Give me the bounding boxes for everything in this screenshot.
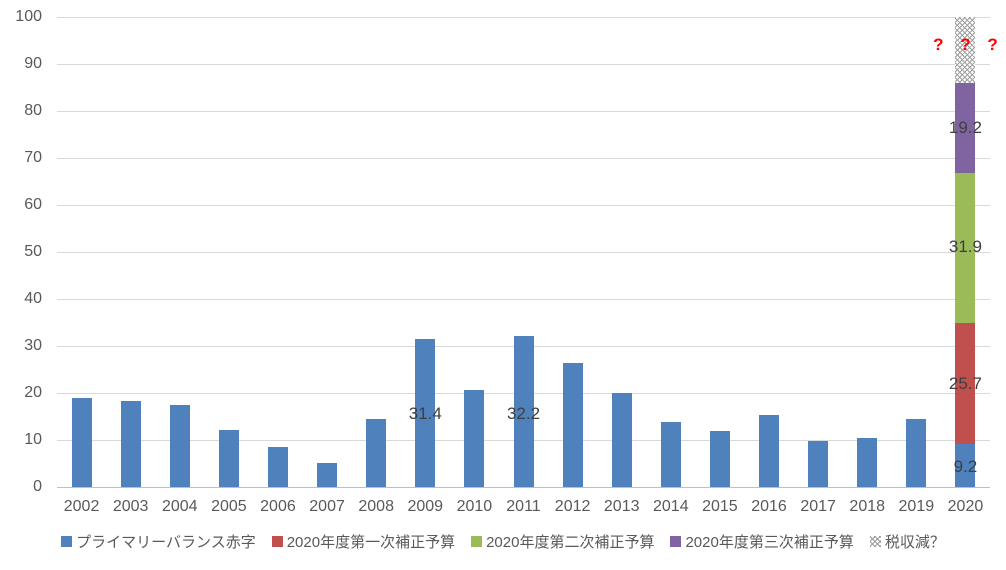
data-label: 32.2: [506, 404, 541, 424]
gridline: [57, 158, 990, 159]
legend-swatch-icon: [271, 536, 283, 547]
data-label: 31.4: [408, 404, 442, 424]
x-axis-label: 2005: [211, 498, 247, 515]
data-label: 19.2: [948, 118, 982, 138]
bar-2015-s0: [709, 430, 730, 487]
y-tick-label: 20: [24, 384, 42, 401]
x-axis-label: 2002: [63, 498, 100, 515]
data-label: 31.9: [948, 237, 982, 257]
x-axis-label: 2018: [849, 498, 886, 515]
y-tick-label: 70: [24, 149, 42, 166]
bar-2016-s0: [759, 415, 780, 487]
bar-2019-s0: [906, 418, 927, 487]
bar-2004-s0: [169, 405, 190, 487]
x-axis-label: 2006: [260, 498, 296, 515]
legend-label: 2020年度第三次補正予算: [685, 534, 854, 551]
x-axis-label: 2004: [161, 498, 198, 515]
gridline: [57, 299, 990, 300]
bar-2010-s0: [464, 390, 485, 487]
bar-2020-s4: [955, 17, 976, 83]
legend-item-1: 2020年度第一次補正予算: [271, 531, 456, 552]
x-axis-label: 2014: [653, 498, 689, 515]
x-axis-label: 2020: [947, 498, 984, 515]
bar-2013-s0: [611, 393, 632, 487]
y-tick-label: 90: [24, 55, 42, 72]
x-axis-label: 2009: [407, 498, 444, 515]
bar-2008-s0: [366, 418, 387, 487]
bar-2012-s0: [562, 363, 583, 487]
x-axis-label: 2011: [506, 498, 541, 515]
x-axis-label: 2007: [309, 498, 345, 515]
gridline: [57, 205, 990, 206]
bar-2007-s0: [317, 462, 338, 487]
bar-2011-s0: [513, 335, 534, 487]
gridline: [57, 111, 990, 112]
legend-swatch-icon: [869, 536, 881, 547]
gridline: [57, 252, 990, 253]
bar-2009-s0: [415, 339, 436, 487]
bar-2018-s0: [857, 437, 878, 487]
x-axis-label: 2010: [456, 498, 493, 515]
y-tick-label: 100: [15, 8, 42, 25]
bar-2003-s0: [120, 401, 141, 487]
legend-swatch-icon: [670, 536, 682, 547]
y-tick-label: 50: [24, 243, 42, 260]
y-tick-label: 10: [24, 431, 42, 448]
y-tick-label: 80: [24, 102, 42, 119]
bar-2020-s3: [955, 82, 976, 174]
legend-label: 税収減？: [884, 534, 945, 551]
legend-swatch-icon: [471, 536, 483, 547]
legend: プライマリーバランス赤字 2020年度第一次補正予算 2020年度第二次補正予算 20…: [0, 531, 1006, 552]
gridline: [57, 64, 990, 65]
x-axis-line: [57, 487, 990, 488]
x-axis-label: 2017: [800, 498, 836, 515]
unknown-value-annotation: ? ? ?: [933, 35, 1004, 55]
legend-label: 2020年度第一次補正予算: [286, 534, 456, 551]
x-axis-label: 2008: [358, 498, 394, 515]
legend-label: 2020年度第二次補正予算: [486, 534, 655, 551]
bar-2017-s0: [808, 440, 829, 487]
x-axis-label: 2003: [112, 498, 149, 515]
legend-item-4: 税収減？: [869, 531, 945, 552]
x-axis-label: 2013: [603, 498, 640, 515]
y-tick-label: 30: [24, 337, 42, 354]
bar-2020-s1: [955, 322, 976, 444]
y-tick-label: 0: [33, 478, 42, 495]
data-label: 25.7: [948, 373, 982, 393]
x-axis-label: 2015: [702, 498, 738, 515]
bar-2020-s2: [955, 173, 976, 323]
bar-2020-s0: [955, 443, 976, 487]
x-axis-label: 2012: [554, 498, 591, 515]
y-tick-label: 60: [24, 196, 42, 213]
legend-item-3: 2020年度第三次補正予算: [670, 531, 854, 552]
bar-2006-s0: [267, 446, 288, 487]
bar-2005-s0: [218, 429, 239, 487]
legend-swatch-icon: [61, 536, 73, 547]
x-axis-label: 2019: [898, 498, 935, 515]
data-label: 9.2: [953, 456, 978, 476]
bar-2002-s0: [71, 397, 92, 487]
legend-label: プライマリーバランス赤字: [76, 534, 256, 551]
bar-2014-s0: [660, 421, 681, 487]
gridline: [57, 17, 990, 18]
legend-item-2: 2020年度第二次補正予算: [471, 531, 654, 552]
x-axis-label: 2016: [751, 498, 787, 515]
legend-item-0: プライマリーバランス赤字: [61, 531, 256, 552]
y-tick-label: 40: [24, 290, 42, 307]
